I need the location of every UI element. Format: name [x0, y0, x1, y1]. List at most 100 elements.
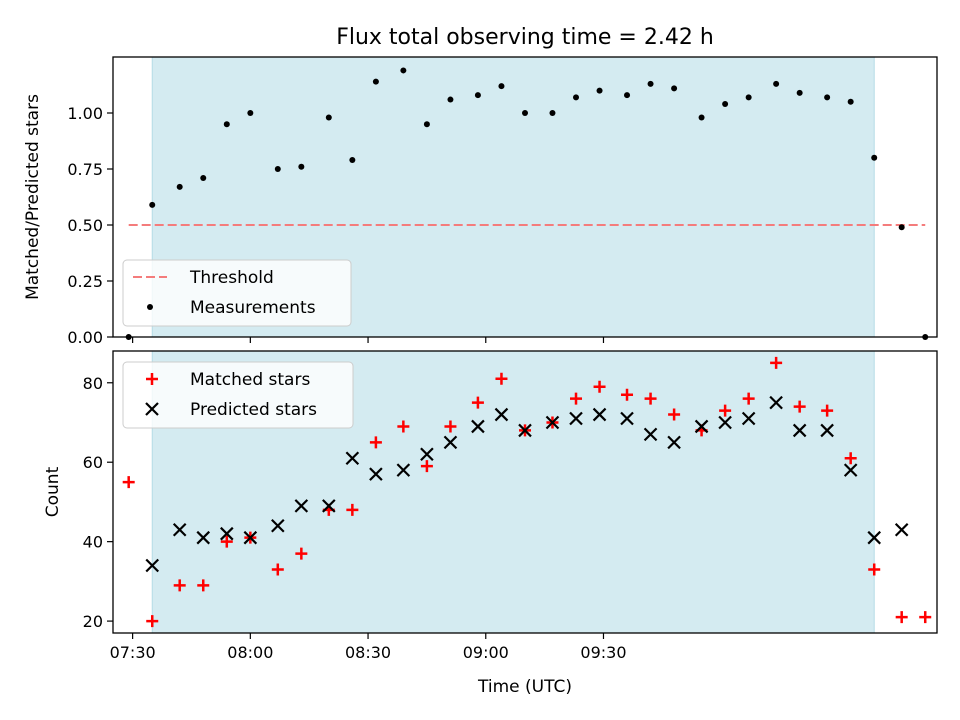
- matched-star-point: [919, 611, 932, 624]
- measurement-point: [522, 110, 528, 116]
- predicted-star-point: [220, 526, 234, 541]
- y-tick-label: 60: [83, 453, 103, 472]
- measurement-point: [498, 83, 505, 90]
- matched-star-point: [122, 476, 135, 489]
- matched-star-point: [397, 420, 410, 433]
- predicted-star-point: [820, 423, 834, 438]
- predicted-star-point: [894, 522, 909, 537]
- matched-star-point: [220, 535, 233, 548]
- measurement-point: [423, 121, 430, 128]
- predicted-star-point: [667, 435, 681, 450]
- legend-box: [122, 259, 352, 327]
- legend-predicted-label: Predicted stars: [190, 400, 317, 420]
- matched-star-point: [742, 392, 755, 405]
- predicted-star-point: [271, 518, 285, 533]
- measurement-point: [573, 94, 580, 101]
- matched-star-point: [173, 579, 186, 592]
- matched-star-point: [495, 372, 508, 385]
- predicted-star-point: [741, 411, 756, 426]
- predicted-star-point: [867, 530, 881, 545]
- measurement-point: [298, 163, 305, 170]
- predicted-star-point: [718, 415, 732, 430]
- measurement-point: [223, 121, 230, 128]
- y-axis-label: Count: [43, 466, 63, 517]
- matched-star-point: [668, 408, 681, 421]
- legend-measurements-label: Measurements: [190, 298, 316, 318]
- predicted-star-point: [369, 467, 383, 481]
- measurement-point: [200, 174, 207, 181]
- measurement-point: [549, 110, 556, 116]
- predicted-star-point: [396, 463, 411, 477]
- predicted-star-point: [196, 530, 211, 545]
- measurement-point: [773, 80, 780, 87]
- matched-star-point: [420, 460, 433, 473]
- matched-star-point: [570, 392, 583, 405]
- predicted-star-point: [243, 530, 258, 545]
- measurement-point: [671, 85, 678, 92]
- measurement-point: [247, 110, 254, 116]
- measurement-point: [447, 96, 454, 103]
- measurement-point: [149, 201, 156, 208]
- matched-star-point: [644, 392, 657, 405]
- matched-star-point: [770, 356, 783, 369]
- matched-star-point: [844, 452, 857, 465]
- matched-star-point: [197, 579, 210, 592]
- x-tick-label: 08:00: [227, 643, 273, 662]
- x-axis-label: Time (UTC): [477, 677, 572, 697]
- ratio-panel: 0.00 0.25 0.50 0.75 1.00 Matched/Predicted st…: [23, 56, 938, 347]
- predicted-star-point: [172, 522, 187, 537]
- predicted-star-point: [322, 499, 336, 513]
- predicted-star-point: [145, 558, 160, 573]
- x-tick-label: 08:30: [345, 643, 391, 662]
- measurement-point: [624, 92, 631, 99]
- matched-star-point: [719, 404, 732, 417]
- matched-star-point: [895, 611, 908, 624]
- matched-star-point: [471, 396, 484, 409]
- matched-star-point: [346, 503, 359, 516]
- predicted-star-point: [294, 499, 309, 513]
- matched-star-point: [821, 404, 834, 417]
- matched-star-point: [271, 563, 284, 576]
- measurement-point: [274, 166, 281, 172]
- matched-star-point: [621, 388, 634, 401]
- y-tick-label: 0.25: [67, 272, 103, 291]
- measurement-point: [871, 154, 878, 161]
- matched-star-point: [369, 436, 382, 449]
- measurement-point: [474, 92, 481, 99]
- x-tick-label: 09:00: [463, 643, 509, 662]
- y-tick-label: 0.00: [67, 328, 103, 347]
- plot-frame: [112, 56, 938, 338]
- y-tick-label: 80: [83, 374, 103, 393]
- matched-star-point: [444, 420, 457, 433]
- predicted-star-point: [843, 463, 858, 477]
- predicted-star-point: [592, 407, 607, 422]
- x-tick-label: 09:30: [580, 643, 626, 662]
- matched-star-point: [868, 563, 881, 576]
- predicted-star-point: [494, 407, 509, 422]
- matched-star-point: [295, 547, 308, 560]
- measurement-point: [325, 114, 332, 121]
- legend-matched-swatch: [146, 373, 158, 385]
- predicted-star-point: [420, 447, 434, 462]
- measurement-point: [698, 114, 705, 121]
- legend-predicted-swatch: [145, 402, 159, 416]
- legend-matched-label: Matched stars: [190, 370, 310, 390]
- measurement-point: [596, 87, 603, 94]
- predicted-star-point: [443, 435, 458, 450]
- y-tick-label: 0.50: [67, 216, 103, 235]
- x-tick-label: 07:30: [110, 643, 156, 662]
- measurement-point: [745, 94, 752, 101]
- matched-star-point: [146, 615, 159, 628]
- y-tick-label: 1.00: [67, 104, 103, 123]
- y-tick-label: 0.75: [67, 160, 103, 179]
- measurement-point: [400, 67, 407, 74]
- predicted-star-point: [471, 419, 485, 434]
- legend-threshold-label: Threshold: [189, 268, 274, 288]
- measurement-point: [647, 80, 654, 87]
- predicted-star-point: [545, 415, 560, 430]
- y-tick-label: 20: [83, 612, 103, 631]
- legend-measurements-swatch: [147, 304, 153, 310]
- measurement-point: [722, 101, 729, 108]
- y-tick-label: 40: [83, 533, 103, 552]
